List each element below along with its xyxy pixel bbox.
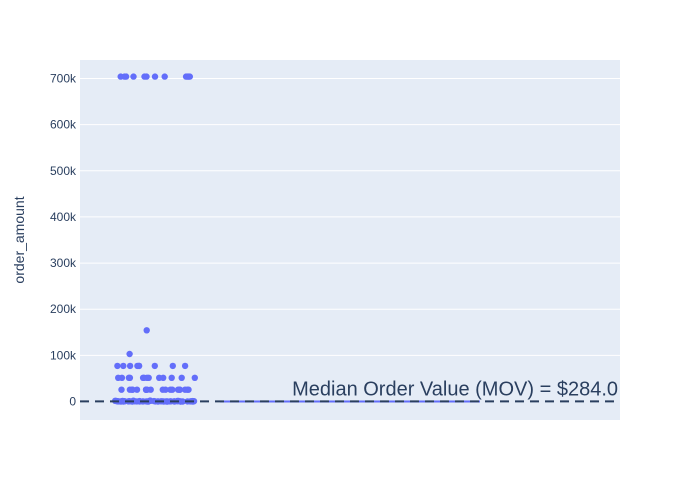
data-point xyxy=(151,73,159,80)
y-tick-label: 100k xyxy=(50,348,77,362)
y-tick-label: 600k xyxy=(50,118,77,132)
data-point xyxy=(176,386,183,393)
data-point xyxy=(151,362,158,370)
y-tick-label: 300k xyxy=(50,256,77,270)
data-point xyxy=(161,73,168,80)
data-point xyxy=(143,327,150,334)
data-point xyxy=(133,386,141,393)
annotation-layer: Median Order Value (MOV) = $284.0 xyxy=(80,378,620,403)
y-tick-label: 400k xyxy=(50,210,77,224)
data-point xyxy=(135,362,143,370)
data-point xyxy=(142,386,150,393)
plot-background xyxy=(80,60,620,420)
data-point xyxy=(121,73,128,80)
data-point xyxy=(114,362,121,370)
grid-lines xyxy=(80,77,620,356)
data-point xyxy=(121,398,128,405)
y-axis-title: order_amount xyxy=(11,196,27,283)
data-point xyxy=(169,362,176,370)
data-point xyxy=(125,374,133,381)
data-point xyxy=(130,73,137,80)
data-point xyxy=(191,374,198,381)
data-point xyxy=(116,398,123,405)
data-point xyxy=(169,386,176,393)
y-tick-label: 200k xyxy=(50,302,77,316)
median-annotation: Median Order Value (MOV) = $284.0 xyxy=(292,378,618,400)
data-point xyxy=(129,386,136,393)
data-point xyxy=(126,350,133,358)
data-point xyxy=(178,374,185,381)
data-point xyxy=(120,362,127,370)
data-point xyxy=(126,362,134,370)
data-point xyxy=(181,362,189,370)
y-tick-label: 700k xyxy=(50,71,77,85)
data-point xyxy=(131,398,138,405)
data-point xyxy=(186,73,193,80)
data-point xyxy=(115,374,122,381)
y-tick-labels: 0 100k 200k 300k 400k 500k 600k 700k xyxy=(50,71,77,408)
y-tick-label: 500k xyxy=(50,164,77,178)
y-tick-label: 0 xyxy=(69,395,76,409)
data-point xyxy=(160,374,167,381)
data-point xyxy=(141,73,148,80)
data-point xyxy=(118,386,125,393)
data-point xyxy=(140,374,148,381)
data-point xyxy=(159,386,166,393)
data-point xyxy=(168,374,175,381)
data-point xyxy=(181,386,189,393)
